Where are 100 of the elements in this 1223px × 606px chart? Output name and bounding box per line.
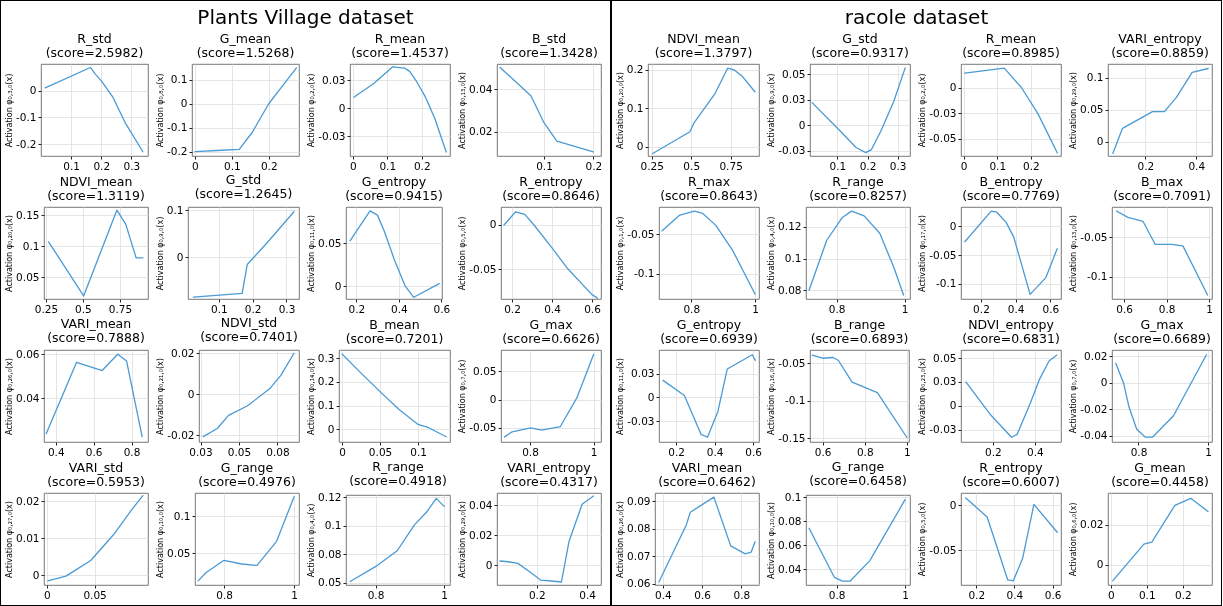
- y-tick-label: 0: [176, 250, 184, 263]
- chart-subtitle: (score=0.6626): [502, 330, 600, 346]
- y-axis-title: Activation φ₀,₂₆,₀(x): [616, 501, 626, 578]
- line-series: [651, 67, 756, 155]
- x-tick-label: 0.2: [1174, 588, 1192, 601]
- x-tick-label: 0: [44, 588, 51, 601]
- x-tick-label: 0.8: [522, 445, 539, 458]
- y-axis-title: Activation φ₀,₁₆,₀(x): [767, 358, 777, 435]
- y-tick-label: -0.04: [1080, 429, 1108, 442]
- chart-title: VARI_mean: [671, 460, 743, 475]
- y-axis-title: Activation φ₀,₂,₀(x): [307, 73, 317, 148]
- line-series: [202, 352, 295, 438]
- chart-subtitle: (score=1.3428): [500, 44, 598, 60]
- y-tick-label: -0.03: [929, 106, 957, 119]
- y-tick-label: 0.1: [1086, 71, 1104, 84]
- chart-subtitle: (score=0.4458): [1111, 473, 1209, 489]
- y-tick-label: 0.1: [170, 73, 188, 86]
- line-series: [45, 353, 143, 438]
- x-tick-label: 0.8: [733, 588, 751, 601]
- y-tick-label: 0.03: [933, 375, 957, 388]
- y-axis-title: Activation φ₀,₇,₀(x): [1069, 359, 1079, 434]
- x-tick-label: 0.4: [544, 302, 562, 315]
- y-axis-title: Activation φ₀,₅,₀(x): [918, 502, 928, 577]
- y-axis-title: Activation φ₀,₂₁,₀(x): [156, 358, 166, 435]
- line-series: [965, 354, 1058, 438]
- line-series: [965, 497, 1058, 582]
- x-tick-label: 0.2: [973, 302, 990, 315]
- y-tick-label: 0: [1100, 376, 1108, 389]
- chart-title: R_range: [372, 459, 424, 475]
- x-tick-label: 0.2: [528, 588, 546, 601]
- chart-title: G_mean: [219, 31, 272, 46]
- y-tick-label: -0.05: [1080, 230, 1108, 243]
- chart-subtitle: (score=1.5268): [196, 44, 295, 60]
- chart-subtitle: (score=0.9317): [811, 44, 909, 60]
- line-series: [811, 67, 906, 154]
- x-tick-label: 0.1: [410, 445, 427, 458]
- y-tick-label: -0.2: [167, 145, 188, 158]
- x-tick-label: 0.6: [694, 588, 712, 601]
- y-tick-label: 0.1: [22, 239, 40, 252]
- y-axis-title: Activation φ₀,₂,₀(x): [918, 73, 928, 148]
- line-series: [1112, 497, 1209, 582]
- x-tick-label: 0.2: [413, 159, 431, 172]
- x-tick-label: 0.2: [968, 588, 986, 601]
- y-axis-title: Activation φ₀,₇,₀(x): [458, 359, 468, 434]
- line-series: [808, 498, 906, 582]
- line-series: [1115, 354, 1208, 438]
- x-tick-label: 1: [1205, 445, 1213, 458]
- x-tick-label: 1: [904, 445, 911, 458]
- chart-title: NDVI_entropy: [968, 317, 1055, 332]
- x-tick-label: 0: [960, 159, 968, 172]
- y-tick-label: 0.1: [173, 509, 191, 522]
- y-tick-label: 0.08: [318, 547, 342, 560]
- y-tick-label: 0: [489, 218, 497, 231]
- line-series: [503, 353, 595, 438]
- x-tick-label: 0.75: [719, 159, 743, 172]
- line-series: [349, 497, 445, 583]
- chart-subtitle: (score=0.7091): [1113, 187, 1211, 203]
- x-tick-label: 0.6: [1044, 588, 1062, 601]
- chart-subtitle: (score=0.7401): [200, 328, 298, 344]
- y-tick-label: 0.1: [317, 399, 335, 412]
- x-tick-label: 0.1: [829, 159, 847, 172]
- y-tick-label: 0: [798, 118, 806, 131]
- line-series: [964, 67, 1058, 154]
- y-tick-label: 0.08: [627, 522, 651, 535]
- chart-title: B_max: [1140, 174, 1184, 189]
- y-tick-label: 0.05: [318, 576, 342, 589]
- chart-title: R_max: [687, 174, 731, 189]
- y-tick-label: -0.02: [1080, 402, 1108, 415]
- line-series: [964, 210, 1058, 296]
- line-series: [811, 354, 908, 439]
- line-series: [503, 211, 599, 299]
- x-tick-label: 0.8: [1130, 445, 1148, 458]
- chart-title: R_mean: [985, 31, 1037, 46]
- y-tick-label: 0.1: [784, 252, 802, 265]
- y-axis-title: Activation φ₀,₂₆,₀(x): [5, 358, 15, 435]
- y-tick-label: 0: [32, 568, 40, 581]
- chart-title: VARI_entropy: [507, 460, 592, 475]
- x-tick-label: 0.2: [668, 445, 685, 458]
- y-tick-label: -0.1: [634, 267, 655, 280]
- x-tick-label: 0.8: [828, 588, 846, 601]
- y-tick-label: 0.04: [469, 498, 493, 511]
- x-tick-label: 1: [441, 588, 449, 601]
- text: Plants Village dataset: [196, 4, 415, 31]
- y-tick-label: -0.05: [929, 248, 957, 261]
- y-tick-label: 0.06: [627, 577, 651, 590]
- y-tick-label: 0: [1096, 135, 1104, 148]
- y-tick-label: 0.08: [778, 514, 802, 527]
- chart-subtitle: (score=0.8643): [660, 187, 758, 203]
- x-tick-label: 0.5: [75, 302, 92, 315]
- y-axis-title: Activation φ₀,₁,₀(x): [616, 216, 626, 291]
- y-tick-label: -0.03: [318, 129, 346, 142]
- y-tick-label: 0: [485, 558, 493, 571]
- y-axis-title: Activation φ₀,₁₀,₀(x): [156, 501, 166, 578]
- x-tick-label: 0.4: [655, 588, 673, 601]
- y-tick-label: 0.05: [473, 364, 497, 377]
- x-tick-label: 1: [1206, 302, 1213, 315]
- chart-subtitle: (score=0.5953): [47, 473, 145, 489]
- line-series: [47, 209, 144, 297]
- chart-title: NDVI_std: [220, 315, 278, 331]
- x-tick-label: 0.2: [1137, 159, 1155, 172]
